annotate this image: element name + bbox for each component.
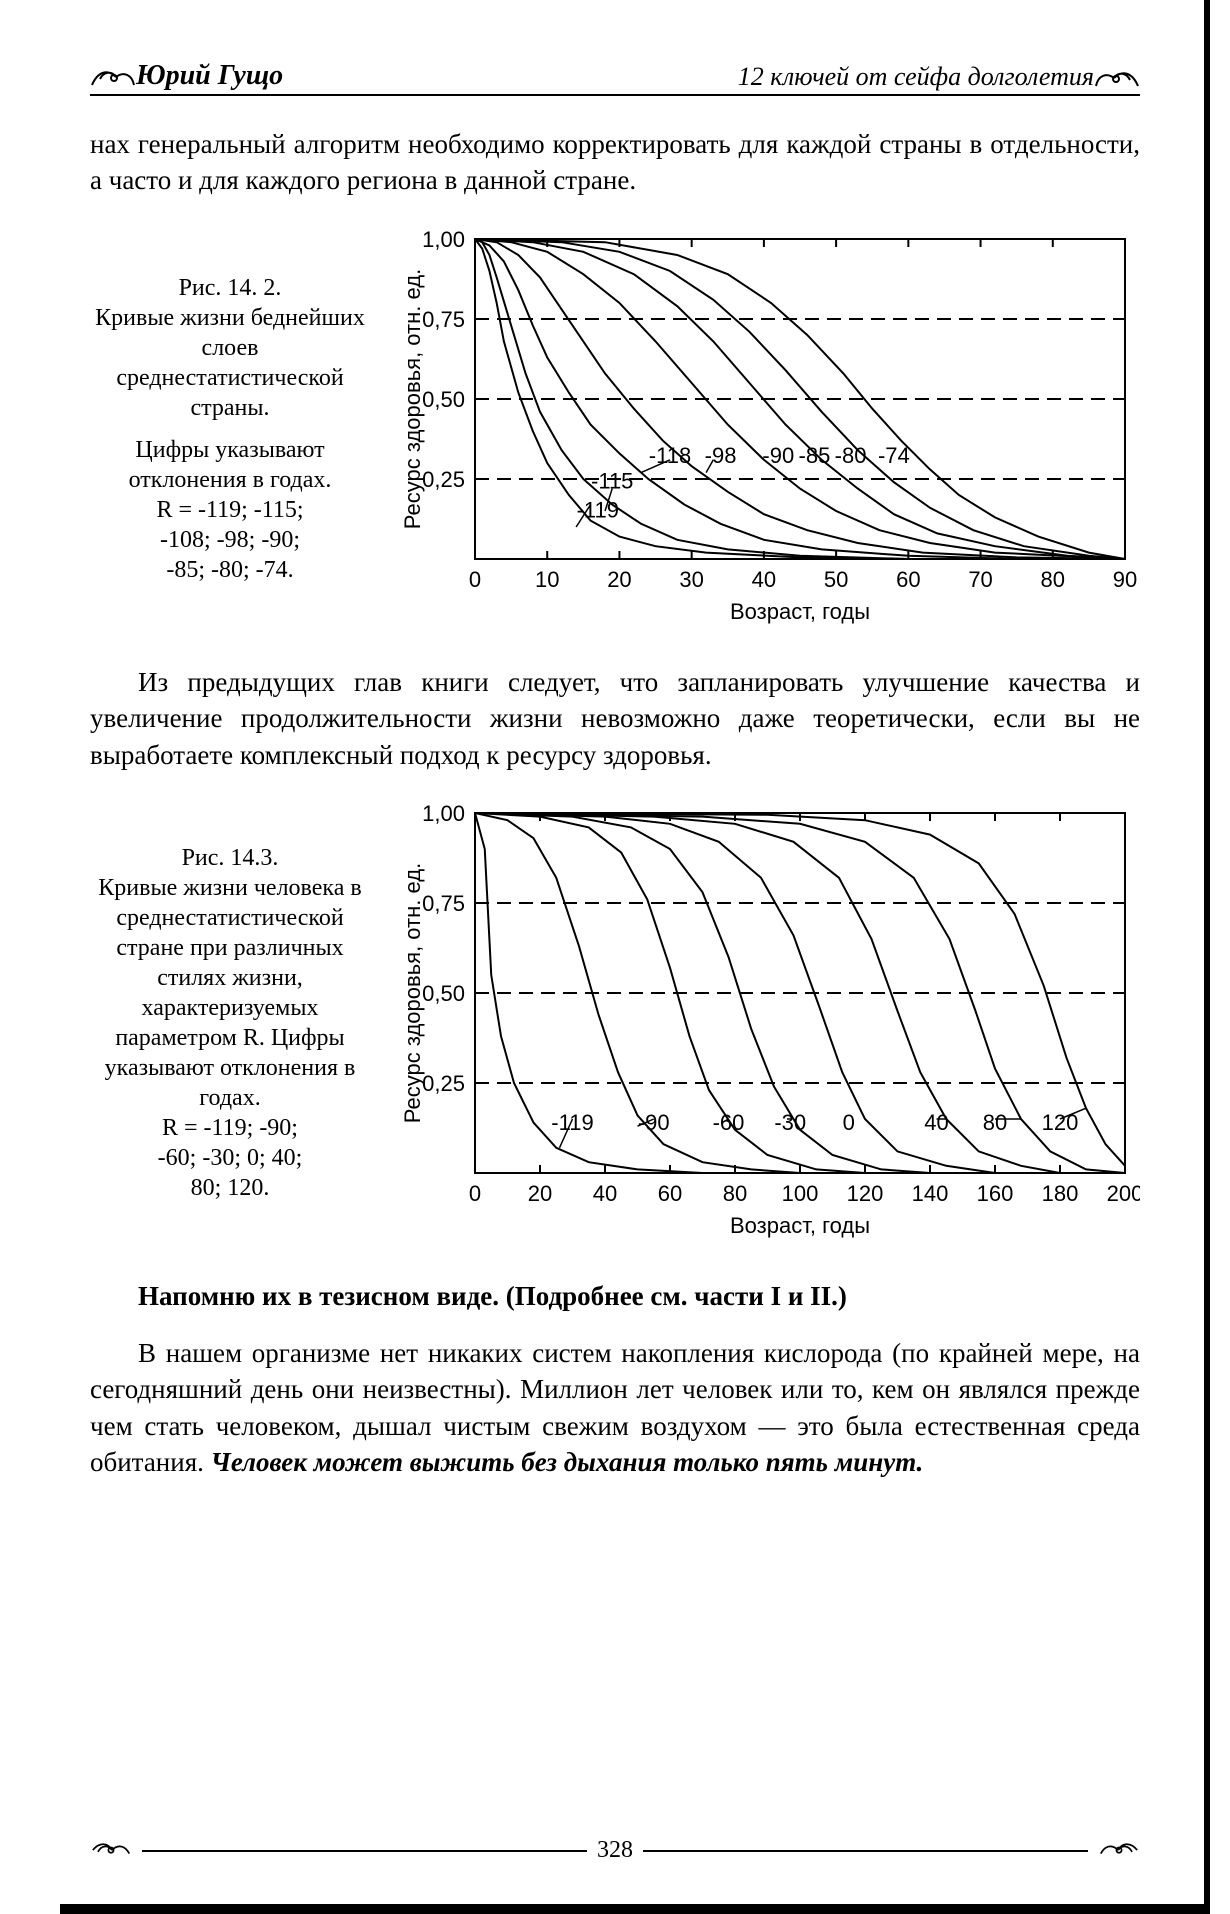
figure-14-2-caption: Рис. 14. 2. Кривые жизни беднейших слоев… — [90, 273, 380, 585]
fig1-caption-body: Кривые жизни беднейших слоев среднестати… — [90, 303, 370, 423]
svg-text:-30: -30 — [774, 1110, 806, 1135]
header-author: Юрий Гущо — [136, 60, 283, 92]
svg-text:40: 40 — [752, 567, 776, 592]
svg-text:-118: -118 — [649, 443, 691, 468]
svg-text:20: 20 — [607, 567, 631, 592]
svg-text:160: 160 — [977, 1181, 1014, 1206]
figure-14-3-caption: Рис. 14.3. Кривые жизни человека в средн… — [90, 843, 380, 1203]
header-author-block: Юрий Гущо — [90, 60, 283, 92]
svg-text:0: 0 — [469, 567, 481, 592]
svg-text:0: 0 — [843, 1110, 855, 1135]
figure-14-2-chart: 0 10 20 30 40 50 60 70 80 90 0,25 0,50 0,75 1,00 Ресур… — [380, 219, 1140, 639]
svg-text:0,50: 0,50 — [422, 387, 465, 412]
fig1-caption-title: Рис. 14. 2. — [90, 273, 370, 303]
ornament-footer-left-icon — [90, 1838, 132, 1864]
svg-text:70: 70 — [968, 567, 992, 592]
svg-text:100: 100 — [782, 1181, 819, 1206]
svg-text:0,25: 0,25 — [422, 1071, 465, 1096]
svg-text:10: 10 — [535, 567, 559, 592]
svg-text:-119: -119 — [551, 1110, 593, 1135]
svg-text:-60: -60 — [713, 1110, 745, 1135]
svg-text:80: 80 — [1041, 567, 1065, 592]
svg-text:120: 120 — [847, 1181, 884, 1206]
svg-text:40: 40 — [924, 1110, 948, 1135]
header-title-block: 12 ключей от сейфа долголетия — [738, 62, 1140, 92]
svg-text:0,25: 0,25 — [422, 467, 465, 492]
page-number: 328 — [597, 1837, 633, 1864]
para3b-emph: Человек может выжить без дыхания только … — [211, 1447, 924, 1477]
svg-text:1,00: 1,00 — [422, 801, 465, 826]
svg-text:Возраст, годы: Возраст, годы — [730, 1213, 870, 1238]
svg-text:0,75: 0,75 — [422, 307, 465, 332]
fig2-caption-body: Кривые жизни человека в среднестатистиче… — [90, 873, 370, 1203]
paragraph-3b: В нашем организме нет никаких систем нак… — [90, 1335, 1140, 1481]
figure-14-3-chart: 0 20 40 60 80 100 120 140 160 180 200 0,25 0,50 0,75 1… — [380, 793, 1140, 1253]
svg-text:80: 80 — [983, 1110, 1007, 1135]
svg-text:50: 50 — [824, 567, 848, 592]
svg-text:90: 90 — [1113, 567, 1137, 592]
svg-text:-74: -74 — [878, 443, 910, 468]
svg-text:0: 0 — [469, 1181, 481, 1206]
svg-text:200: 200 — [1107, 1181, 1140, 1206]
svg-text:60: 60 — [896, 567, 920, 592]
page-footer: 328 — [90, 1837, 1140, 1864]
fig1-caption-note: Цифры указывают отклонения в годах. R = … — [90, 435, 370, 585]
figure-14-3: Рис. 14.3. Кривые жизни человека в средн… — [90, 793, 1140, 1253]
header-title: 12 ключей от сейфа долголетия — [738, 62, 1094, 92]
ornament-right-icon — [1094, 62, 1140, 92]
page: Юрий Гущо 12 ключей от сейфа долголетия … — [0, 0, 1230, 1914]
svg-text:-90: -90 — [762, 443, 794, 468]
svg-text:40: 40 — [593, 1181, 617, 1206]
chart-14-3-svg: 0 20 40 60 80 100 120 140 160 180 200 0,25 0,50 0,75 1… — [380, 793, 1140, 1253]
svg-text:80: 80 — [723, 1181, 747, 1206]
paragraph-1: нах генеральный алгоритм необходимо корр… — [90, 126, 1140, 199]
chart-14-2-svg: 0 10 20 30 40 50 60 70 80 90 0,25 0,50 0,75 1,00 Ресур… — [380, 219, 1140, 639]
svg-text:180: 180 — [1042, 1181, 1079, 1206]
svg-text:60: 60 — [658, 1181, 682, 1206]
svg-text:0,50: 0,50 — [422, 981, 465, 1006]
svg-text:0,75: 0,75 — [422, 891, 465, 916]
paragraph-2: Из предыдущих глав книги следует, что за… — [90, 664, 1140, 773]
svg-text:-85: -85 — [799, 443, 831, 468]
svg-text:30: 30 — [679, 567, 703, 592]
figure-14-2: Рис. 14. 2. Кривые жизни беднейших слоев… — [90, 219, 1140, 639]
svg-text:-80: -80 — [835, 443, 867, 468]
ornament-left-icon — [90, 61, 136, 91]
svg-text:Возраст, годы: Возраст, годы — [730, 599, 870, 624]
svg-text:1,00: 1,00 — [422, 227, 465, 252]
svg-text:-90: -90 — [638, 1110, 670, 1135]
scan-edge-right — [1204, 0, 1210, 1914]
ornament-footer-right-icon — [1098, 1838, 1140, 1864]
paragraph-3a: Напомню их в тезисном виде. (Подробнее с… — [90, 1278, 1140, 1314]
svg-text:140: 140 — [912, 1181, 949, 1206]
svg-text:Ресурс здоровья, отн. ед.: Ресурс здоровья, отн. ед. — [400, 269, 425, 529]
svg-text:-119: -119 — [577, 497, 619, 522]
fig2-caption-title: Рис. 14.3. — [90, 843, 370, 873]
svg-text:20: 20 — [528, 1181, 552, 1206]
scan-edge-bottom — [60, 1904, 1210, 1914]
svg-text:Ресурс здоровья, отн. ед.: Ресурс здоровья, отн. ед. — [400, 863, 425, 1123]
svg-text:-98: -98 — [705, 443, 737, 468]
page-header: Юрий Гущо 12 ключей от сейфа долголетия — [90, 60, 1140, 96]
